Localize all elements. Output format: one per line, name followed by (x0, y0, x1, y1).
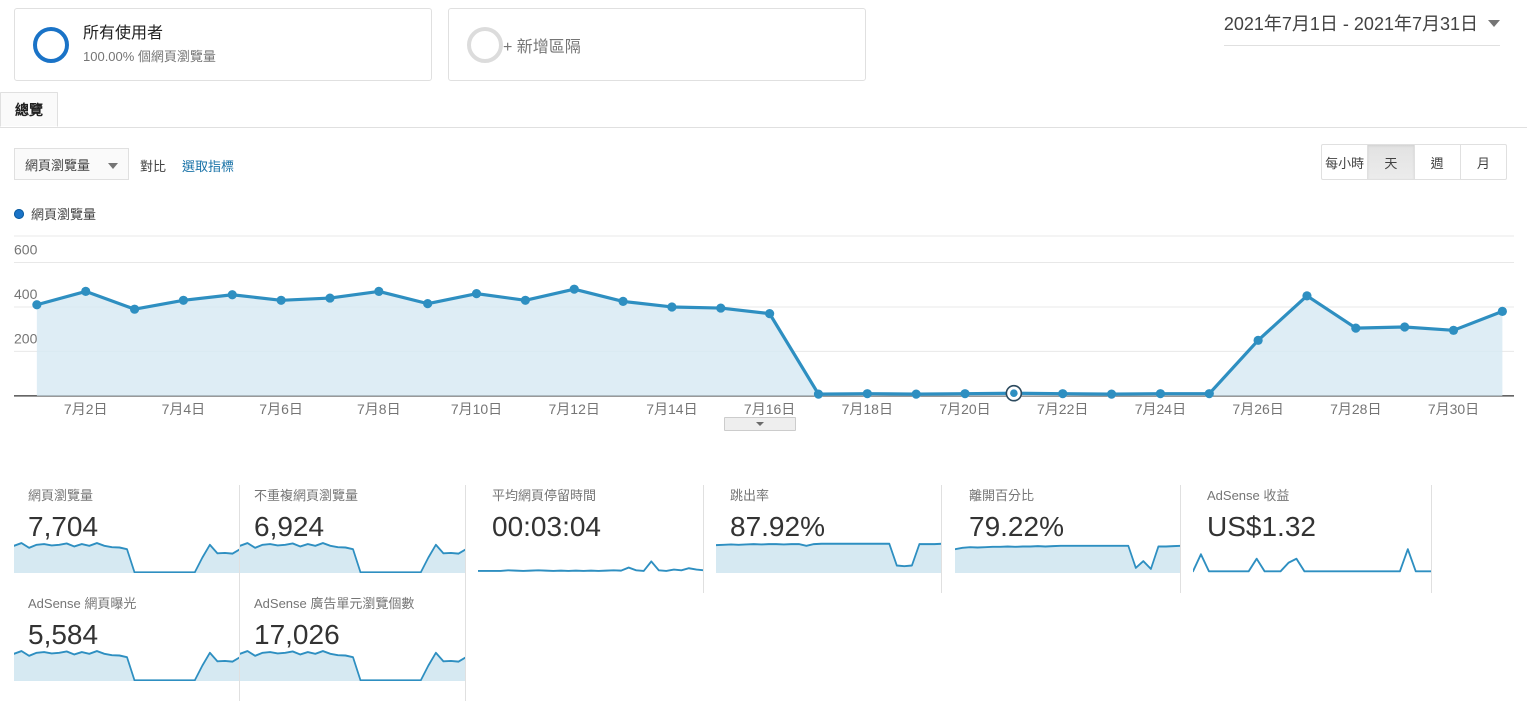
svg-text:7月2日: 7月2日 (64, 401, 108, 417)
svg-text:7月18日: 7月18日 (842, 401, 893, 417)
svg-text:7月22日: 7月22日 (1037, 401, 1088, 417)
svg-text:200: 200 (14, 330, 38, 346)
svg-text:7月12日: 7月12日 (549, 401, 600, 417)
svg-text:7月8日: 7月8日 (357, 401, 401, 417)
svg-text:7月6日: 7月6日 (259, 401, 303, 417)
svg-text:7月20日: 7月20日 (939, 401, 990, 417)
svg-text:600: 600 (14, 242, 38, 258)
svg-text:7月26日: 7月26日 (1232, 401, 1283, 417)
svg-text:7月28日: 7月28日 (1330, 401, 1381, 417)
svg-text:7月16日: 7月16日 (744, 401, 795, 417)
svg-text:7月30日: 7月30日 (1428, 401, 1479, 417)
svg-text:7月24日: 7月24日 (1135, 401, 1186, 417)
svg-text:400: 400 (14, 286, 38, 302)
svg-text:7月14日: 7月14日 (646, 401, 697, 417)
svg-text:7月10日: 7月10日 (451, 401, 502, 417)
svg-text:7月4日: 7月4日 (162, 401, 206, 417)
